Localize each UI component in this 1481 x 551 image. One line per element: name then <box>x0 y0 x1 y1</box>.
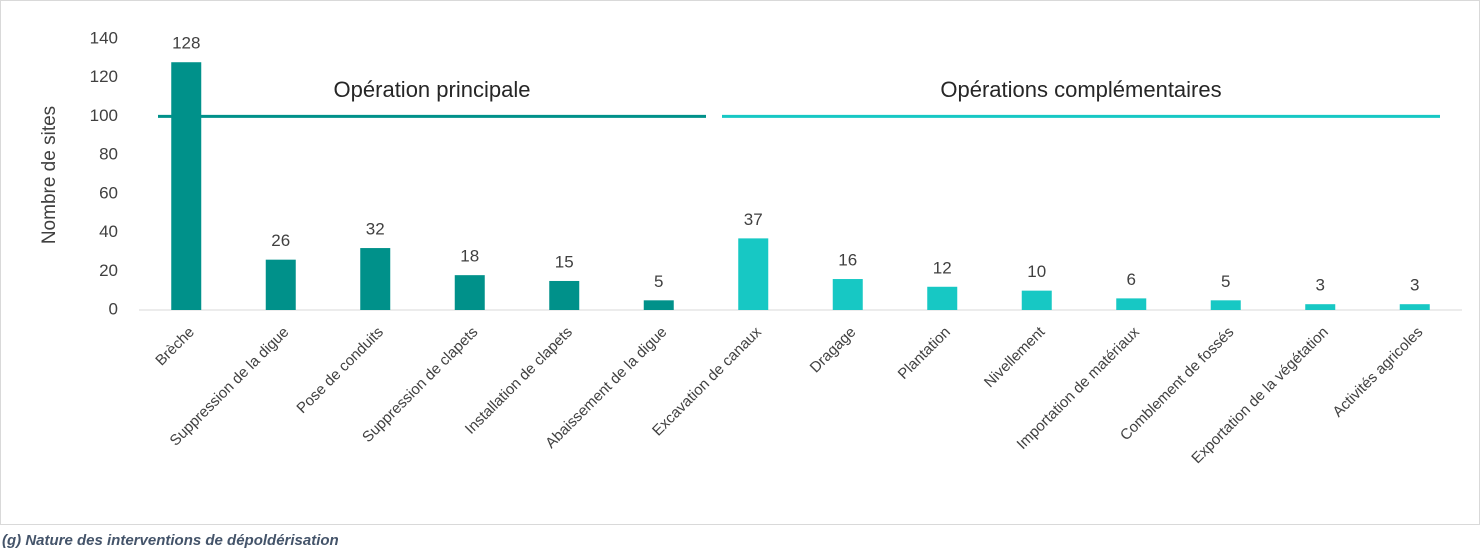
bar <box>738 238 769 310</box>
data-label: 128 <box>172 34 200 53</box>
data-label: 6 <box>1127 270 1136 289</box>
y-tick-label: 100 <box>90 106 118 125</box>
group-label: Opération principale <box>334 77 531 102</box>
bar <box>265 259 296 310</box>
bar <box>454 275 485 310</box>
bar <box>360 248 391 310</box>
bar <box>1021 290 1052 310</box>
bar <box>171 62 202 310</box>
x-tick-label: Nivellement <box>981 323 1049 391</box>
caption: (g) Nature des interventions de dépoldér… <box>2 532 339 549</box>
y-tick-label: 120 <box>90 67 118 86</box>
data-label: 5 <box>1221 272 1230 291</box>
data-label: 16 <box>838 251 857 270</box>
y-tick-label: 20 <box>99 261 118 280</box>
data-label: 26 <box>271 231 290 250</box>
bar <box>1399 304 1430 310</box>
y-tick-label: 140 <box>90 28 118 47</box>
y-tick-label: 0 <box>109 299 118 318</box>
x-tick-label: Plantation <box>895 324 954 383</box>
x-tick-label: Brèche <box>152 324 198 370</box>
bar <box>549 280 580 310</box>
bar <box>1305 304 1336 310</box>
x-tick-label: Excavation de canaux <box>649 323 765 439</box>
data-label: 37 <box>744 210 763 229</box>
x-tick-label: Pose de conduits <box>293 324 386 417</box>
data-label: 18 <box>460 247 479 266</box>
x-tick-label: Activités agricoles <box>1329 324 1426 421</box>
bar <box>1116 298 1147 310</box>
y-tick-label: 60 <box>99 183 118 202</box>
bar <box>1210 300 1241 310</box>
chart-border <box>0 0 1480 525</box>
group-label: Opérations complémentaires <box>940 77 1221 102</box>
y-tick-label: 40 <box>99 222 118 241</box>
y-tick-label: 80 <box>99 145 118 164</box>
data-label: 5 <box>654 272 663 291</box>
data-label: 12 <box>933 258 952 277</box>
bar <box>832 279 863 310</box>
data-label: 10 <box>1027 262 1046 281</box>
y-axis-label: Nombre de sites <box>39 106 60 244</box>
x-tick-label: Dragage <box>807 324 860 377</box>
data-label: 15 <box>555 252 574 271</box>
bar <box>643 300 674 310</box>
data-label: 32 <box>366 220 385 239</box>
data-label: 3 <box>1316 276 1325 295</box>
x-tick-label: Installation de clapets <box>462 324 576 438</box>
data-label: 3 <box>1410 276 1419 295</box>
bar <box>927 286 958 310</box>
